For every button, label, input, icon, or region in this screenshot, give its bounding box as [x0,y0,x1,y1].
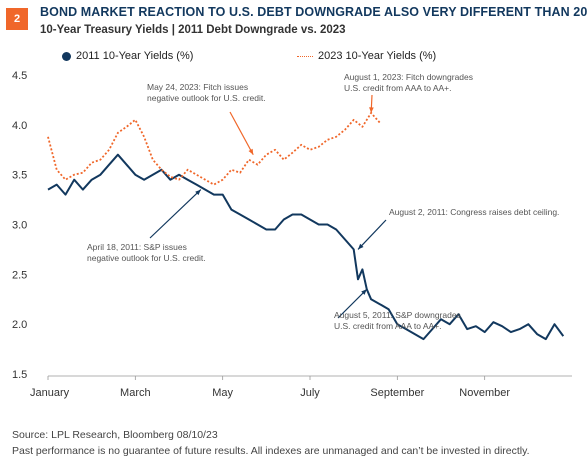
annotation-arrowhead-icon [358,243,364,250]
legend-label-2023: 2023 10-Year Yields (%) [318,50,437,62]
x-tick-label: September [370,387,424,399]
annotation-label: August 5, 2011: S&P downgrades [334,310,461,320]
annotation-arrow [357,219,387,250]
figure-number-badge: 2 [6,8,28,30]
annotation-label: U.S. credit from AAA to AA+. [344,83,451,93]
x-tick-label: March [120,387,151,399]
y-tick-label: 2.5 [12,269,27,281]
y-tick-label: 3.5 [12,170,27,182]
y-tick-label: 1.5 [12,369,27,381]
y-tick-label: 4.5 [12,70,27,82]
disclaimer-note: Past performance is no guarantee of futu… [12,445,530,457]
annotation-label: August 1, 2023: Fitch downgrades [344,72,473,82]
annotation-arrowhead-icon [361,289,367,295]
y-tick-label: 2.0 [12,319,27,331]
y-tick-label: 3.0 [12,220,27,232]
legend-label-2011: 2011 10-Year Yields (%) [76,50,194,62]
series-line-2011 [47,153,565,341]
legend-dotted-line-icon [297,55,313,57]
x-tick-label: July [300,387,320,399]
source-note: Source: LPL Research, Bloomberg 08/10/23 [12,429,218,441]
annotation-label: April 18, 2011: S&P issues [87,242,187,252]
chart-subtitle: 10-Year Treasury Yields | 2011 Debt Down… [40,24,346,36]
annotation-arrowhead-icon [369,107,374,113]
x-tick-label: January [30,387,70,399]
x-tick-label: November [459,387,510,399]
annotation-arrowhead-icon [195,189,201,196]
annotation-arrow [337,288,368,319]
chart-title: BOND MARKET REACTION TO U.S. DEBT DOWNGR… [40,5,587,19]
legend-item-2011: 2011 10-Year Yields (%) [62,50,193,62]
x-tick-label: May [212,387,233,399]
annotation-label: U.S. credit from AAA to AA+. [334,321,441,331]
annotation-label: negative outlook for U.S. credit. [87,253,206,263]
annotation-arrow [229,111,254,156]
annotation-arrowhead-icon [248,148,254,155]
annotation-label: August 2, 2011: Congress raises debt cei… [389,207,559,217]
annotation-label: negative outlook for U.S. credit. [147,93,266,103]
legend-item-2023: 2023 10-Year Yields (%) [297,50,436,62]
annotation-label: May 24, 2023: Fitch issues [147,82,248,92]
y-tick-label: 4.0 [12,120,27,132]
series-line-2023 [47,112,381,186]
annotation-arrow [149,189,202,239]
legend-dot-icon [62,51,71,61]
